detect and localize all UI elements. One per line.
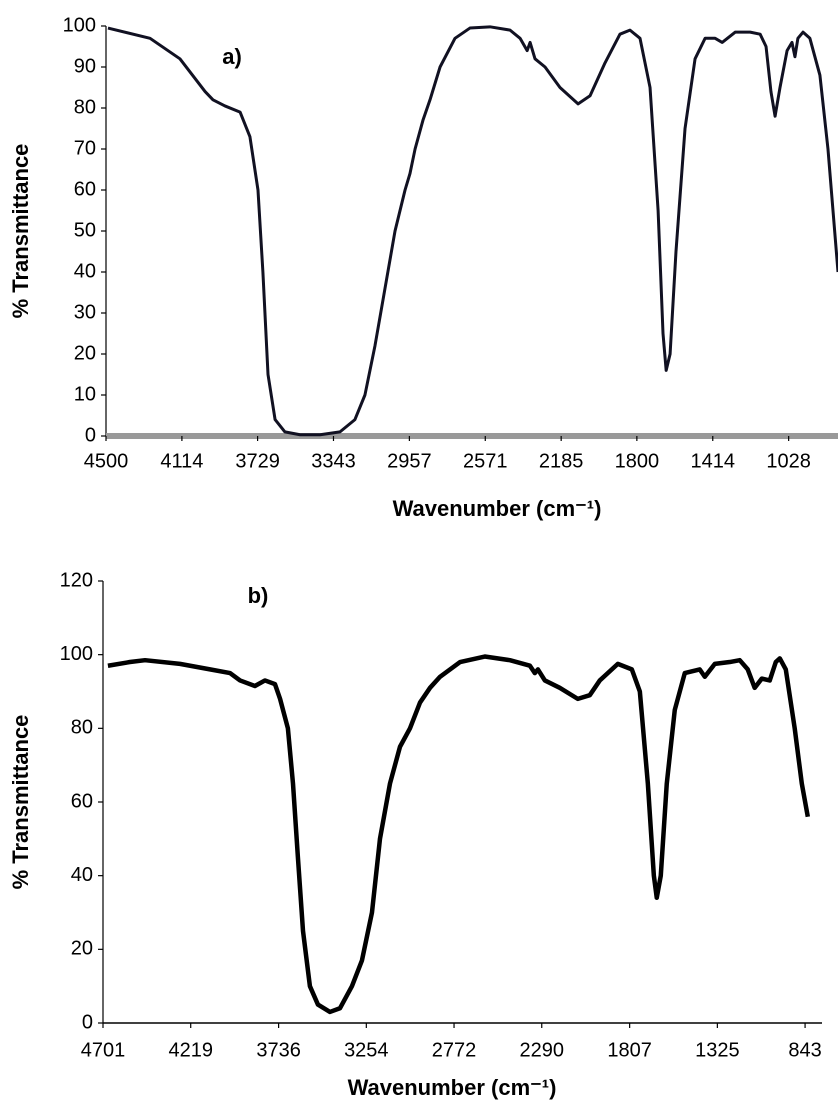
- y-tick-label: 20: [71, 938, 93, 960]
- x-tick-label: 4114: [160, 450, 203, 472]
- x-tick-label: 3254: [344, 1039, 389, 1061]
- y-tick-label: 0: [85, 424, 96, 446]
- y-tick-label: 100: [60, 643, 93, 665]
- spectrum-line: [107, 654, 811, 1015]
- x-tick-label: 4500: [84, 450, 129, 472]
- x-tick-label: 2571: [463, 450, 508, 472]
- y-tick-label: 40: [74, 260, 96, 282]
- x-tick-label: 1325: [695, 1039, 740, 1061]
- y-tick-label: 0: [82, 1011, 93, 1033]
- x-tick-label: 4219: [168, 1039, 213, 1061]
- x-tick-label: 3729: [235, 450, 280, 472]
- annotation: a): [222, 44, 242, 69]
- y-tick-label: 30: [74, 301, 96, 323]
- spectrum-line: [107, 25, 838, 437]
- x-tick-label: 2957: [387, 450, 432, 472]
- y-axis-title: % Transmittance: [8, 144, 33, 319]
- y-tick-label: 60: [74, 178, 96, 200]
- y-tick-label: 90: [74, 55, 96, 77]
- y-tick-label: 40: [71, 864, 93, 886]
- y-tick-label: 80: [74, 96, 96, 118]
- y-axis-title: % Transmittance: [8, 715, 33, 890]
- x-tick-label: 3343: [311, 450, 356, 472]
- y-tick-label: 120: [60, 569, 93, 591]
- y-tick-label: 10: [74, 383, 96, 405]
- annotation: b): [248, 583, 269, 608]
- y-tick-label: 50: [74, 219, 96, 241]
- x-tick-label: 1414: [691, 450, 736, 472]
- chart: 0 10 20 30 40 50 60 70 80 90 100 4500 4114 3729 3343 29…: [8, 14, 838, 521]
- x-tick-label: 1028: [766, 450, 811, 472]
- y-tick-label: 70: [74, 137, 96, 159]
- x-tick-label: 4701: [81, 1039, 126, 1061]
- x-axis-title: Wavenumber (cm⁻¹): [348, 1075, 557, 1100]
- x-tick-label: 2290: [520, 1039, 565, 1061]
- x-tick-label: 1807: [607, 1039, 652, 1061]
- x-tick-label: 843: [788, 1039, 821, 1061]
- chart: 0 20 40 60 80 100 120 4701 4219 3736 3254 2772 2290 1…: [8, 569, 822, 1100]
- x-tick-label: 2185: [539, 450, 584, 472]
- x-tick-label: 1800: [615, 450, 660, 472]
- y-tick-label: 20: [74, 342, 96, 364]
- x-tick-label: 3736: [256, 1039, 301, 1061]
- x-tick-label: 2772: [432, 1039, 477, 1061]
- y-tick-label: 80: [71, 717, 93, 739]
- x-axis-title: Wavenumber (cm⁻¹): [393, 496, 602, 521]
- y-tick-label: 60: [71, 790, 93, 812]
- y-tick-label: 100: [63, 14, 96, 36]
